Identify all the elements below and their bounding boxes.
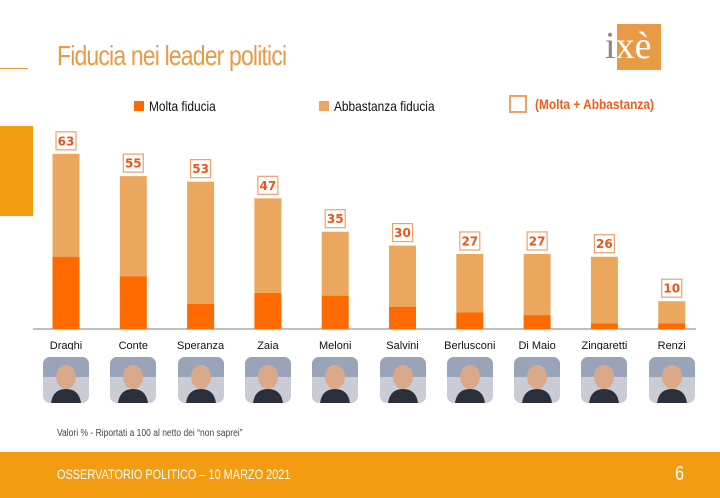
legend-item-abbastanza: Abbastanza fiducia <box>319 96 452 116</box>
category-label: Conte <box>119 340 148 350</box>
bar-abbastanza-zingaretti <box>590 256 618 324</box>
category-label: Draghi <box>50 340 82 350</box>
total-label-box <box>459 231 481 251</box>
page-title: Fiducia nei leader politici <box>57 40 287 71</box>
total-label-box <box>526 231 548 251</box>
title-accent-line <box>0 68 28 69</box>
bars-group: 63 Draghi 55 Conte 53 Speranza 47 Zaia 35 Meloni 3… <box>50 131 686 350</box>
logo-text: ixè <box>605 25 652 67</box>
bar-abbastanza-renzi <box>658 301 686 324</box>
bar-molta-zingaretti <box>590 323 618 329</box>
leader-photo-renzi <box>648 357 695 403</box>
footer-bar: OSSERVATORIO POLITICO – 10 MARZO 2021 6 <box>0 452 720 498</box>
category-label: Zaia <box>257 340 279 350</box>
page-number: 6 <box>674 463 684 485</box>
total-label: 47 <box>260 179 277 193</box>
total-label: 27 <box>461 234 478 248</box>
category-label: Salvini <box>386 340 418 350</box>
bar-molta-meloni <box>321 295 349 329</box>
bar-molta-salvini <box>389 306 416 329</box>
total-label-box <box>661 278 683 298</box>
total-label-box <box>324 209 346 229</box>
leader-photo-meloni <box>312 357 359 403</box>
bar-abbastanza-berlusconi <box>456 253 484 313</box>
ixe-logo: ixè <box>603 24 663 70</box>
legend-swatch-abbastanza <box>319 101 329 111</box>
bar-abbastanza-speranza <box>187 181 215 304</box>
side-accent-block <box>0 126 33 216</box>
bar-molta-di-maio <box>523 315 551 329</box>
total-label: 26 <box>596 237 613 251</box>
leader-photo-conte <box>110 357 157 403</box>
total-label-box <box>122 153 144 173</box>
leader-photo-draghi <box>43 357 89 403</box>
category-label: Berlusconi <box>444 340 495 350</box>
bar-abbastanza-zaia <box>254 198 282 293</box>
total-label: 30 <box>394 226 411 240</box>
bar-abbastanza-di-maio <box>523 253 551 316</box>
total-label-box <box>593 234 616 254</box>
legend-swatch-total <box>509 95 527 113</box>
leader-photo-berlusconi <box>446 357 493 403</box>
legend-label-total: (Molta + Abbastanza) <box>535 96 654 112</box>
category-label: Speranza <box>177 340 225 350</box>
bar-molta-draghi <box>52 256 80 329</box>
total-label: 63 <box>58 134 75 148</box>
total-label-box <box>55 131 77 151</box>
bar-molta-berlusconi <box>456 312 484 329</box>
bar-molta-zaia <box>254 292 282 329</box>
total-label: 53 <box>192 162 209 176</box>
total-label: 27 <box>529 234 546 248</box>
bar-molta-conte <box>119 276 147 329</box>
leader-photo-speranza <box>177 357 224 403</box>
total-label: 10 <box>663 282 680 296</box>
bar-abbastanza-salvini <box>389 245 416 307</box>
footer-text: OSSERVATORIO POLITICO – 10 MARZO 2021 <box>57 466 291 482</box>
bar-abbastanza-draghi <box>52 153 80 257</box>
logo-square <box>617 24 661 70</box>
total-label-box <box>257 175 279 195</box>
bar-molta-renzi <box>658 323 686 329</box>
category-label: Meloni <box>319 340 351 350</box>
total-label-box <box>190 159 212 179</box>
category-label: Renzi <box>658 340 686 350</box>
legend-label-abbastanza: Abbastanza fiducia <box>334 98 435 114</box>
total-label-box <box>391 222 414 243</box>
bar-abbastanza-conte <box>119 176 147 277</box>
stacked-bar-chart: 63 Draghi 55 Conte 53 Speranza 47 Zaia 35 Meloni 3… <box>33 131 696 350</box>
legend-item-molta: Molta fiducia <box>134 96 228 116</box>
leader-photo-zaia <box>244 357 291 403</box>
total-label: 35 <box>327 212 344 226</box>
legend-item-total: (Molta + Abbastanza) <box>509 94 675 114</box>
legend-swatch-molta <box>134 101 144 111</box>
total-label: 55 <box>125 157 142 171</box>
leader-photo-zingaretti <box>581 357 628 403</box>
bar-molta-speranza <box>187 303 215 329</box>
leader-photo-salvini <box>379 357 426 403</box>
legend-label-molta: Molta fiducia <box>149 98 216 114</box>
leader-photo-di-maio <box>514 357 561 403</box>
bar-abbastanza-meloni <box>321 231 349 296</box>
footnote: Valori % - Riportati a 100 al netto dei … <box>57 428 243 439</box>
category-label: Zingaretti <box>581 340 627 350</box>
category-label: Di Maio <box>518 340 555 350</box>
